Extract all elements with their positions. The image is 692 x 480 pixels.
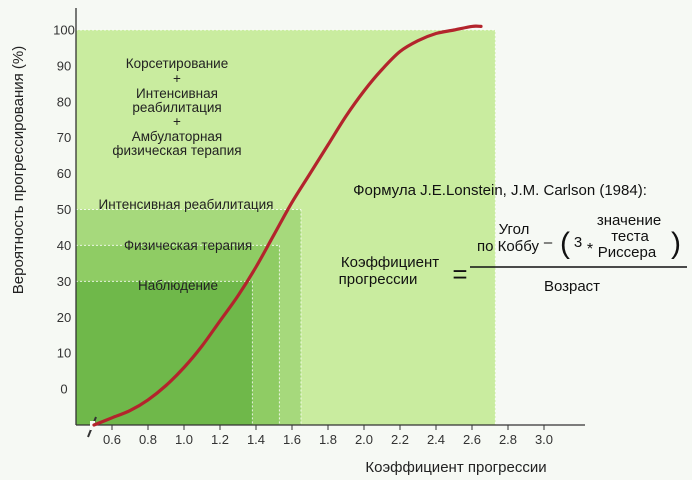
y-tick-label: 60 (57, 166, 71, 181)
y-tick-label: 0 (60, 382, 67, 397)
y-tick-label: 20 (57, 310, 71, 325)
x-tick-label: 3.0 (535, 432, 553, 447)
x-tick-label: 1.8 (319, 432, 337, 447)
formula-paren-open: ( (560, 227, 570, 260)
y-tick-label: 90 (57, 58, 71, 73)
y-tick-label: 70 (57, 130, 71, 145)
formula-title: Формула J.E.Lonstein, J.M. Carlson (1984… (353, 182, 647, 199)
x-tick-label: 2.0 (355, 432, 373, 447)
formula-num-line1: Угол (499, 221, 530, 238)
x-tick-label: 2.2 (391, 432, 409, 447)
x-tick-label: 0.6 (103, 432, 121, 447)
formula: Формула J.E.Lonstein, J.M. Carlson (1984… (339, 182, 687, 295)
y-tick-label: 30 (57, 274, 71, 289)
region-label-line: Амбулаторная (132, 129, 222, 144)
x-tick-label: 1.2 (211, 432, 229, 447)
region-labels: Наблюдение Физическая терапия Интенсивная … (99, 56, 274, 293)
y-tick-label: 50 (57, 202, 71, 217)
formula-equals: = (452, 259, 467, 289)
region-guidelines (76, 29, 496, 425)
y-tick-label: 100 (53, 22, 75, 37)
region-label-line: Корсетирование (126, 56, 228, 71)
formula-three: 3 (574, 234, 582, 251)
x-tick-label: 2.4 (427, 432, 445, 447)
x-tick-label: 0.8 (139, 432, 157, 447)
region-label-line: реабилитация (132, 100, 221, 115)
y-axis-title: Вероятность прогрессирования (%) (10, 46, 27, 294)
region-label-line: + (173, 71, 181, 86)
curve-line (92, 24, 483, 427)
y-tick-label: 40 (57, 238, 71, 253)
formula-lhs-line1: Коэффициент (341, 254, 439, 271)
formula-num-line2: по Коббу (477, 238, 540, 255)
y-tick-label: 10 (57, 346, 71, 361)
progression-curve (92, 24, 483, 427)
formula-lhs-line2: прогрессии (339, 271, 418, 288)
x-tick-label: 1.4 (247, 432, 265, 447)
y-tick-label: 80 (57, 94, 71, 109)
region-label-line: физическая терапия (112, 143, 241, 158)
x-tick-label: 1.0 (175, 432, 193, 447)
treatment-regions (76, 29, 496, 426)
region-label-line: Интенсивная (136, 86, 218, 101)
region-label-line: + (173, 114, 181, 129)
x-tick-label: 1.6 (283, 432, 301, 447)
region-label: Наблюдение (138, 278, 218, 293)
x-tick-label: 2.8 (499, 432, 517, 447)
formula-test-line1: значение (597, 212, 661, 229)
region-label: Физическая терапия (124, 238, 252, 253)
formula-test-line3: Риссера (598, 244, 657, 261)
formula-minus: – (544, 234, 553, 251)
region-label: Интенсивная реабилитация (99, 197, 274, 212)
tick-labels: 0.6 0.8 1.0 1.2 1.4 1.6 1.8 2.0 2.2 2.4 2.6 2.8 3.0 0… (53, 22, 553, 447)
formula-star: * (587, 241, 593, 258)
x-tick-label: 2.6 (463, 432, 481, 447)
x-axis-title: Коэффициент прогрессии (365, 459, 546, 476)
formula-test-line2: теста (611, 228, 649, 245)
formula-denominator: Возраст (544, 278, 600, 295)
region-rect (76, 281, 253, 425)
formula-paren-close: ) (671, 227, 681, 260)
